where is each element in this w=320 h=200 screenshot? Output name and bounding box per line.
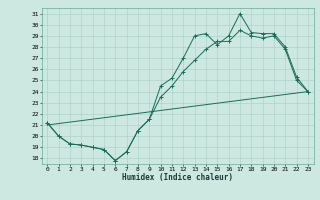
X-axis label: Humidex (Indice chaleur): Humidex (Indice chaleur)	[122, 173, 233, 182]
